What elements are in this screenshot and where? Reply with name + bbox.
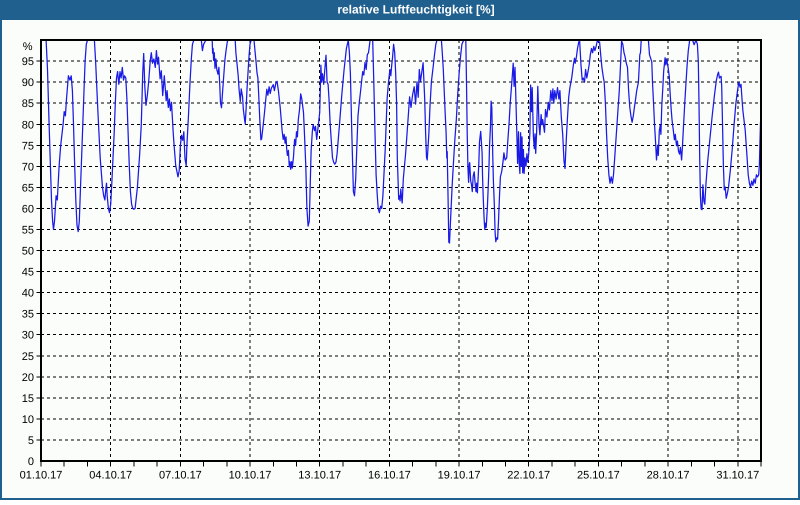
svg-text:19.10.17: 19.10.17 — [438, 470, 481, 482]
svg-text:70: 70 — [22, 161, 34, 173]
svg-text:5: 5 — [28, 435, 34, 447]
svg-text:95: 95 — [22, 56, 34, 68]
svg-text:55: 55 — [22, 225, 34, 237]
svg-text:60: 60 — [22, 203, 34, 215]
svg-text:25: 25 — [22, 351, 34, 363]
svg-text:35: 35 — [22, 309, 34, 321]
svg-text:75: 75 — [22, 140, 34, 152]
svg-text:relative Luftfeuchtigkeit [%]: relative Luftfeuchtigkeit [%] — [337, 3, 494, 17]
svg-text:13.10.17: 13.10.17 — [298, 470, 341, 482]
svg-text:65: 65 — [22, 182, 34, 194]
svg-text:0: 0 — [28, 456, 34, 468]
svg-text:30: 30 — [22, 330, 34, 342]
svg-text:90: 90 — [22, 77, 34, 89]
svg-text:45: 45 — [22, 267, 34, 279]
svg-text:50: 50 — [22, 246, 34, 258]
svg-text:10.10.17: 10.10.17 — [229, 470, 272, 482]
svg-text:10: 10 — [22, 414, 34, 426]
svg-text:22.10.17: 22.10.17 — [507, 470, 550, 482]
svg-text:04.10.17: 04.10.17 — [89, 470, 132, 482]
svg-text:20: 20 — [22, 372, 34, 384]
svg-text:40: 40 — [22, 288, 34, 300]
svg-text:31.10.17: 31.10.17 — [716, 470, 759, 482]
svg-text:80: 80 — [22, 119, 34, 131]
svg-text:28.10.17: 28.10.17 — [647, 470, 690, 482]
svg-text:15: 15 — [22, 393, 34, 405]
svg-text:25.10.17: 25.10.17 — [577, 470, 620, 482]
svg-text:85: 85 — [22, 98, 34, 110]
svg-text:%: % — [23, 41, 33, 53]
svg-text:01.10.17: 01.10.17 — [20, 470, 63, 482]
svg-text:16.10.17: 16.10.17 — [368, 470, 411, 482]
svg-text:07.10.17: 07.10.17 — [159, 470, 202, 482]
